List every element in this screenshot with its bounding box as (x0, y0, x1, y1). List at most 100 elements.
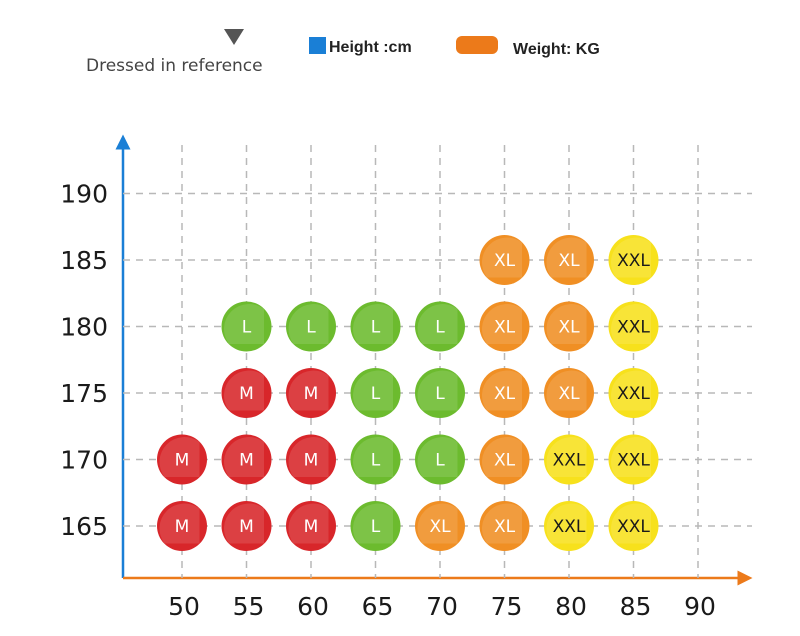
point-label: M (175, 451, 190, 471)
point-shine (482, 437, 522, 477)
point-circle (286, 501, 336, 551)
point-circle (544, 434, 594, 485)
point-shine (224, 503, 264, 544)
size-point-l: L (350, 368, 401, 418)
point-label: XL (558, 251, 580, 271)
point-label: XL (494, 451, 516, 471)
size-point-xl: XL (479, 301, 530, 352)
x-tick-label: 50 (168, 592, 200, 621)
point-circle (608, 434, 659, 485)
point-shine (482, 237, 522, 278)
point-shine (482, 304, 522, 344)
point-shine (546, 503, 587, 544)
point-circle (350, 301, 401, 352)
point-circle (415, 501, 465, 551)
point-circle (608, 301, 659, 352)
point-circle (544, 501, 594, 551)
point-shine (611, 370, 651, 411)
size-point-m: M (286, 368, 336, 418)
point-shine (546, 370, 587, 411)
point-shine (611, 304, 651, 344)
point-shine (482, 503, 522, 544)
point-label: XL (429, 517, 451, 537)
size-points: M M M L XL XL XXL XXL M M M L L XL XXL XXL M M L L XL XL XXL L L… (157, 235, 659, 551)
point-shine (417, 304, 458, 344)
point-circle (415, 368, 465, 418)
point-circle (350, 368, 401, 418)
point-label: XL (494, 384, 516, 404)
size-point-m: M (286, 501, 336, 551)
point-label: XL (494, 517, 516, 537)
x-tick-label: 65 (362, 592, 394, 621)
point-circle (479, 301, 530, 352)
point-shine (482, 370, 522, 411)
size-point-m: M (221, 434, 272, 485)
point-shine (159, 503, 200, 544)
point-shine (611, 237, 651, 278)
point-label: XXL (553, 517, 586, 537)
reference-label: Dressed in reference (86, 56, 263, 76)
point-label: L (371, 384, 381, 404)
point-label: L (435, 384, 445, 404)
point-circle (221, 434, 272, 485)
size-point-xl: XL (479, 501, 530, 551)
point-shine (288, 437, 329, 477)
point-label: L (435, 318, 445, 338)
size-point-xxl: XXL (608, 501, 659, 551)
point-shine (224, 304, 264, 344)
point-label: M (304, 384, 319, 404)
size-point-xl: XL (479, 434, 530, 485)
point-circle (544, 235, 594, 285)
point-label: XL (558, 384, 580, 404)
point-circle (221, 368, 272, 418)
size-point-xl: XL (544, 235, 594, 285)
point-circle (286, 434, 336, 485)
point-label: L (371, 318, 381, 338)
point-label: L (306, 318, 316, 338)
point-circle (221, 501, 272, 551)
point-label: XXL (617, 318, 650, 338)
x-tick-label: 70 (426, 592, 458, 621)
point-shine (353, 503, 393, 544)
size-point-m: M (157, 501, 207, 551)
size-point-l: L (415, 301, 465, 352)
point-circle (157, 434, 207, 485)
point-label: M (239, 517, 254, 537)
weight-legend-label: Weight: KG (513, 41, 600, 58)
point-shine (224, 437, 264, 477)
size-point-xxl: XXL (608, 301, 659, 352)
point-circle (608, 501, 659, 551)
point-label: L (371, 451, 381, 471)
point-shine (288, 503, 329, 544)
point-circle (415, 301, 465, 352)
y-tick-label: 165 (60, 512, 108, 541)
size-point-xxl: XXL (608, 235, 659, 285)
size-point-xxl: XXL (608, 368, 659, 418)
y-tick-label: 175 (60, 379, 108, 408)
point-circle (479, 434, 530, 485)
point-label: M (304, 517, 319, 537)
point-shine (224, 370, 264, 411)
point-circle (157, 501, 207, 551)
point-shine (546, 237, 587, 278)
point-shine (288, 304, 329, 344)
height-swatch (309, 37, 326, 54)
x-tick-label: 75 (491, 592, 523, 621)
size-point-xl: XL (415, 501, 465, 551)
point-circle (608, 235, 659, 285)
size-point-l: L (415, 434, 465, 485)
point-shine (546, 437, 587, 477)
x-tick-label: 60 (297, 592, 329, 621)
size-point-m: M (157, 434, 207, 485)
point-label: M (304, 451, 319, 471)
point-label: XXL (617, 384, 650, 404)
point-circle (608, 368, 659, 418)
point-shine (417, 370, 458, 411)
point-circle (286, 368, 336, 418)
point-circle (415, 434, 465, 485)
point-label: XXL (617, 451, 650, 471)
size-point-l: L (221, 301, 272, 352)
size-point-xl: XL (544, 301, 594, 352)
point-shine (288, 370, 329, 411)
